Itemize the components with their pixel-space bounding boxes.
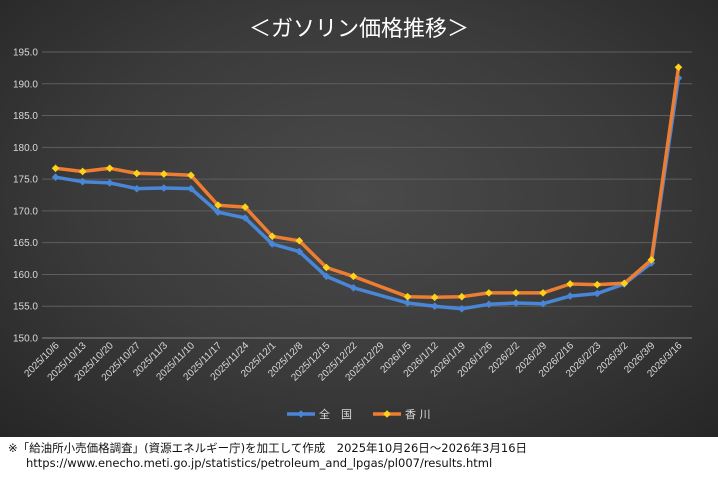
data-point [241,214,249,222]
data-point [593,289,602,298]
data-point [566,292,574,300]
data-point [214,201,222,209]
data-point [539,299,547,308]
data-point [132,169,141,178]
y-tick-label: 165.0 [13,238,38,249]
y-tick-label: 175.0 [13,175,38,186]
data-point [457,292,466,301]
data-point [674,63,683,72]
footnote-url: https://www.enecho.meti.go.jp/statistics… [26,456,493,470]
series-national [51,74,683,313]
series-layer [51,63,683,313]
data-point [105,164,114,173]
data-point [51,173,60,182]
y-axis-ticks: 150.0 155.0 160.0 165.0 170.0 175.0 180.0 185.0… [13,48,38,345]
data-point [51,164,60,173]
data-point [620,279,629,288]
data-point [403,292,412,301]
series-kagawa [51,63,683,302]
data-point [132,184,141,193]
data-point [105,179,114,187]
chart-area: ＜ガソリン価格推移＞ 150.0 155.0 160.0 165.0 170.0 175.… [0,0,718,437]
source-footnote: ※「給油所小売価格調査」(資源エネルギー庁)を加工して作成 2025年10月26… [8,441,714,471]
y-tick-label: 185.0 [13,111,38,122]
data-point [430,302,439,311]
gasoline-price-chart: ＜ガソリン価格推移＞ 150.0 155.0 160.0 165.0 170.0 175.… [12,17,692,421]
y-tick-label: 180.0 [13,143,38,154]
data-point [187,184,195,193]
y-tick-label: 190.0 [13,79,38,90]
legend-marker [297,410,305,418]
legend-marker [383,410,391,418]
data-point [349,283,358,292]
data-point [268,240,277,248]
chart-title: ＜ガソリン価格推移＞ [249,17,469,42]
data-point [160,184,168,192]
data-point [295,247,304,256]
legend: 全 国香 川 [287,407,431,421]
data-point [268,232,277,241]
y-tick-label: 195.0 [13,48,38,59]
data-point [187,171,195,180]
footnote-source-line: ※「給油所小売価格調査」(資源エネルギー庁)を加工して作成 2025年10月26… [8,441,528,455]
data-point [241,203,249,211]
data-point [295,236,304,245]
y-tick-label: 155.0 [13,302,38,313]
data-point [214,208,222,216]
x-axis-ticks: 2025/10/62025/10/132025/10/202025/10/272… [22,340,684,383]
data-point [160,170,168,178]
series-line [55,67,681,300]
data-point [78,167,87,176]
y-tick-label: 170.0 [13,206,38,217]
data-point [647,256,656,264]
data-point [539,289,547,297]
data-point [485,300,493,309]
data-point [485,289,493,297]
data-point [349,272,358,281]
grid-lines [42,51,692,339]
data-point [512,289,520,297]
legend-label: 香 川 [405,408,431,421]
data-point [322,272,331,281]
data-point [566,280,574,288]
data-point [512,299,520,307]
data-point [457,304,466,313]
y-tick-label: 150.0 [13,334,38,345]
y-tick-label: 160.0 [13,270,38,281]
legend-label: 全 国 [319,407,352,421]
data-point [430,293,439,302]
data-point [403,299,412,307]
data-point [593,280,602,289]
data-point [322,263,331,272]
data-point [78,177,87,186]
